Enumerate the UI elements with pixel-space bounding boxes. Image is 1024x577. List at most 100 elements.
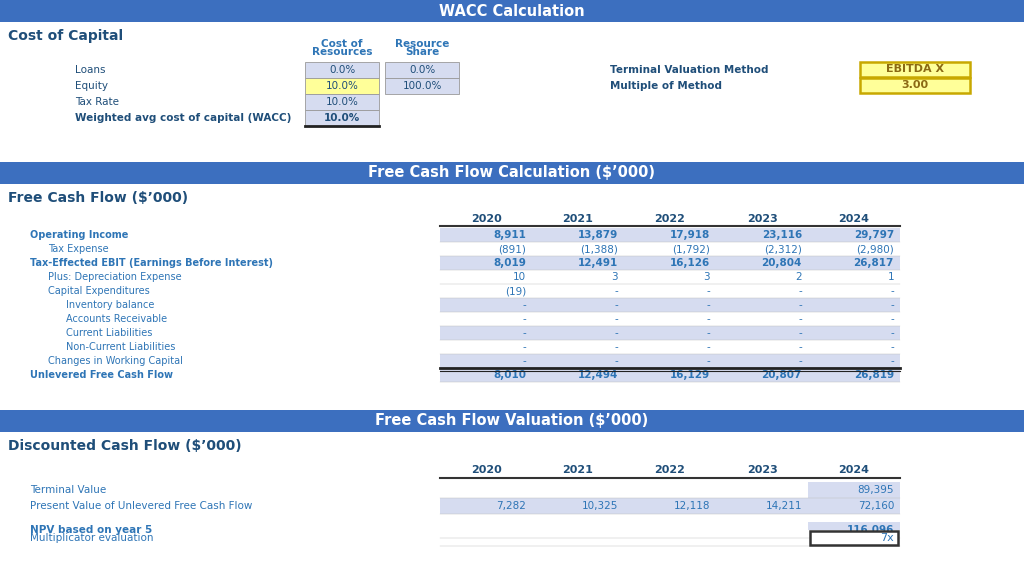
Text: -: - xyxy=(707,328,710,338)
Bar xyxy=(440,482,900,498)
Bar xyxy=(808,522,900,538)
Text: Operating Income: Operating Income xyxy=(30,230,128,240)
Bar xyxy=(440,312,900,326)
Text: 0.0%: 0.0% xyxy=(409,65,435,75)
Bar xyxy=(385,78,459,94)
Text: -: - xyxy=(890,314,894,324)
Text: 20,807: 20,807 xyxy=(762,370,802,380)
Text: 10: 10 xyxy=(513,272,526,282)
Text: 13,879: 13,879 xyxy=(578,230,618,240)
Text: 16,129: 16,129 xyxy=(670,370,710,380)
Text: 3.00: 3.00 xyxy=(901,81,929,91)
Bar xyxy=(860,78,970,93)
Bar xyxy=(0,162,1024,184)
Text: 12,491: 12,491 xyxy=(578,258,618,268)
Text: -: - xyxy=(522,342,526,352)
Text: Inventory balance: Inventory balance xyxy=(66,300,155,310)
Text: NPV based on year 5: NPV based on year 5 xyxy=(30,525,153,535)
Bar xyxy=(305,78,379,94)
Text: 17,918: 17,918 xyxy=(670,230,710,240)
Bar xyxy=(440,298,900,312)
Text: 2020: 2020 xyxy=(471,214,502,224)
Text: Tax Expense: Tax Expense xyxy=(48,244,109,254)
Text: 2024: 2024 xyxy=(839,465,869,475)
Text: 10.0%: 10.0% xyxy=(324,113,360,123)
Bar xyxy=(440,256,900,270)
Bar xyxy=(305,110,379,126)
Text: -: - xyxy=(707,286,710,296)
Text: -: - xyxy=(707,314,710,324)
Text: 10,325: 10,325 xyxy=(582,501,618,511)
Bar xyxy=(860,62,970,77)
Text: Multiple of Method: Multiple of Method xyxy=(610,81,722,91)
Text: 89,395: 89,395 xyxy=(857,485,894,495)
Bar xyxy=(305,94,379,110)
Text: (19): (19) xyxy=(505,286,526,296)
Text: Resources: Resources xyxy=(311,47,373,57)
Text: -: - xyxy=(707,356,710,366)
Text: Discounted Cash Flow ($’000): Discounted Cash Flow ($’000) xyxy=(8,439,242,453)
Bar xyxy=(385,62,459,78)
Bar xyxy=(440,326,900,340)
Text: -: - xyxy=(522,314,526,324)
Text: 8,019: 8,019 xyxy=(494,258,526,268)
Text: (1,792): (1,792) xyxy=(672,244,710,254)
Text: EBITDA X: EBITDA X xyxy=(886,65,944,74)
Bar xyxy=(440,522,900,538)
Text: Terminal Value: Terminal Value xyxy=(30,485,106,495)
Text: Loans: Loans xyxy=(75,65,105,75)
Text: 3: 3 xyxy=(611,272,618,282)
Text: 12,494: 12,494 xyxy=(578,370,618,380)
Text: Non-Current Liabilities: Non-Current Liabilities xyxy=(66,342,175,352)
Text: 23,116: 23,116 xyxy=(762,230,802,240)
Text: Cost of: Cost of xyxy=(322,39,362,49)
Text: (891): (891) xyxy=(498,244,526,254)
Text: Free Cash Flow ($’000): Free Cash Flow ($’000) xyxy=(8,191,188,205)
Text: -: - xyxy=(522,300,526,310)
Bar xyxy=(440,368,900,382)
Bar xyxy=(440,270,900,284)
Text: -: - xyxy=(890,342,894,352)
Text: 72,160: 72,160 xyxy=(858,501,894,511)
Text: 8,911: 8,911 xyxy=(494,230,526,240)
Text: -: - xyxy=(890,286,894,296)
Text: 2024: 2024 xyxy=(839,214,869,224)
Text: Terminal Valuation Method: Terminal Valuation Method xyxy=(610,65,768,75)
Text: -: - xyxy=(799,356,802,366)
Text: 1: 1 xyxy=(888,272,894,282)
Text: 7,282: 7,282 xyxy=(496,501,526,511)
Text: 10.0%: 10.0% xyxy=(326,81,358,91)
Text: Free Cash Flow Valuation ($’000): Free Cash Flow Valuation ($’000) xyxy=(376,414,648,429)
Bar xyxy=(305,62,379,78)
Text: Unlevered Free Cash Flow: Unlevered Free Cash Flow xyxy=(30,370,173,380)
Text: -: - xyxy=(707,342,710,352)
Text: -: - xyxy=(614,300,618,310)
Text: (2,980): (2,980) xyxy=(856,244,894,254)
Bar xyxy=(0,410,1024,432)
Text: -: - xyxy=(614,342,618,352)
Text: -: - xyxy=(614,286,618,296)
Text: 7x: 7x xyxy=(881,533,894,543)
Text: 14,211: 14,211 xyxy=(766,501,802,511)
Text: Tax Rate: Tax Rate xyxy=(75,97,119,107)
Text: 12,118: 12,118 xyxy=(674,501,710,511)
Text: Resource: Resource xyxy=(395,39,450,49)
Bar xyxy=(440,340,900,354)
Bar xyxy=(0,0,1024,22)
Text: 26,817: 26,817 xyxy=(854,258,894,268)
Bar xyxy=(440,354,900,368)
Text: 8,010: 8,010 xyxy=(493,370,526,380)
Text: -: - xyxy=(614,314,618,324)
Text: Capital Expenditures: Capital Expenditures xyxy=(48,286,150,296)
Text: (2,312): (2,312) xyxy=(764,244,802,254)
Bar xyxy=(440,228,900,242)
Text: 2023: 2023 xyxy=(746,214,777,224)
Text: -: - xyxy=(799,286,802,296)
Text: 16,126: 16,126 xyxy=(670,258,710,268)
Text: Multiplicator evaluation: Multiplicator evaluation xyxy=(30,533,154,543)
Text: 100.0%: 100.0% xyxy=(402,81,441,91)
Text: 29,797: 29,797 xyxy=(854,230,894,240)
Text: 3: 3 xyxy=(703,272,710,282)
Text: 20,804: 20,804 xyxy=(762,258,802,268)
Text: 2022: 2022 xyxy=(654,214,685,224)
